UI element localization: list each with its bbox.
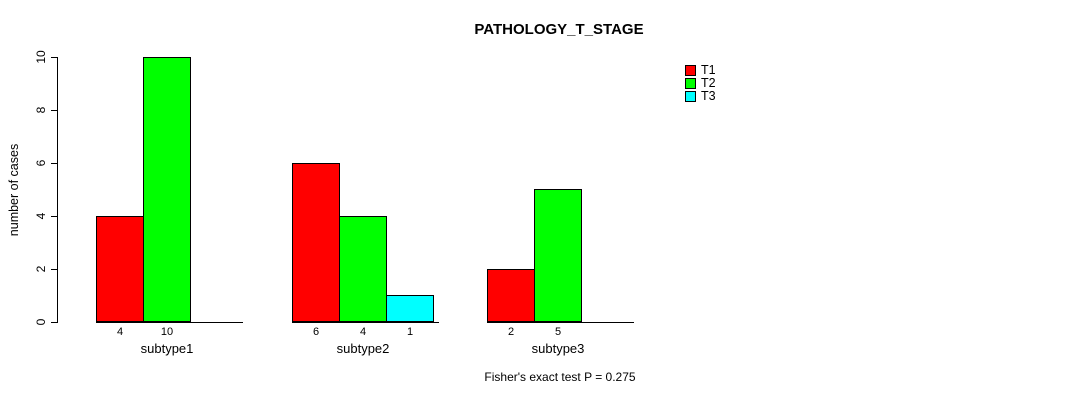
legend-label: T2	[701, 76, 716, 90]
bar-count-label: 5	[554, 326, 562, 338]
legend-item-t2: T2	[685, 77, 716, 90]
legend-swatch-t2	[685, 78, 696, 89]
y-tick-label: 10	[34, 50, 48, 64]
chart-title: PATHOLOGY_T_STAGE	[474, 21, 644, 38]
bar-t2-subtype2	[339, 216, 387, 322]
legend: T1 T2 T3	[685, 64, 716, 103]
bar-count-label: 2	[507, 326, 515, 338]
y-tick-label: 4	[34, 212, 48, 220]
y-axis-tick	[51, 269, 57, 270]
y-tick-label: 8	[34, 106, 48, 114]
category-label-subtype2: subtype2	[336, 341, 390, 356]
bar-count-label: 6	[312, 326, 320, 338]
y-axis-tick	[51, 163, 57, 164]
bar-t1-subtype2	[292, 163, 340, 322]
bar-count-label: 1	[406, 326, 414, 338]
legend-item-t1: T1	[685, 64, 716, 77]
legend-label: T1	[701, 63, 716, 77]
y-tick-label: 6	[34, 159, 48, 167]
y-axis-tick	[51, 216, 57, 217]
y-axis-tick	[51, 57, 57, 58]
bar-t1-subtype3	[487, 269, 535, 322]
bar-t3-subtype2	[386, 295, 434, 322]
y-tick-label: 2	[34, 265, 48, 273]
bar-t2-subtype1	[143, 57, 191, 322]
bar-count-label: 10	[160, 326, 174, 338]
legend-label: T3	[701, 89, 716, 103]
bar-t1-subtype1	[96, 216, 144, 322]
y-axis-label: number of cases	[7, 143, 21, 237]
annotation-text: Fisher's exact test P = 0.275	[484, 370, 636, 384]
bar-count-label: 4	[359, 326, 367, 338]
y-axis-tick	[51, 110, 57, 111]
category-label-subtype3: subtype3	[531, 341, 585, 356]
x-axis-baseline	[292, 322, 439, 323]
y-tick-label: 0	[34, 318, 48, 326]
category-label-subtype1: subtype1	[140, 341, 194, 356]
legend-swatch-t1	[685, 65, 696, 76]
legend-swatch-t3	[685, 91, 696, 102]
y-axis-line	[57, 57, 58, 323]
bar-t2-subtype3	[534, 189, 582, 322]
x-axis-baseline	[96, 322, 243, 323]
bar-count-label: 4	[116, 326, 124, 338]
legend-item-t3: T3	[685, 90, 716, 103]
x-axis-baseline	[487, 322, 634, 323]
y-axis-tick	[51, 322, 57, 323]
